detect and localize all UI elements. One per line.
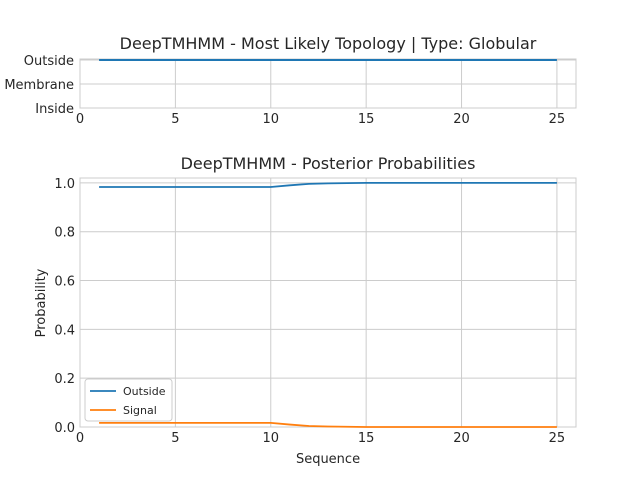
posterior-y-tick-label: 1.0 — [54, 177, 75, 192]
x-axis-label: Sequence — [296, 452, 360, 467]
topology-y-tick-label: Inside — [35, 102, 74, 117]
posterior-series-line-outside — [99, 181, 557, 188]
legend-label-outside: Outside — [123, 385, 166, 398]
posterior-y-tick-label: 0.4 — [54, 323, 75, 338]
topology-x-tick-label: 25 — [549, 112, 566, 127]
posterior-chart-title: DeepTMHMM - Posterior Probabilities — [181, 154, 476, 173]
topology-chart-title: DeepTMHMM - Most Likely Topology | Type:… — [120, 34, 537, 53]
legend-label-signal: Signal — [123, 404, 157, 417]
posterior-x-tick-label: 10 — [262, 431, 279, 446]
topology-x-tick-label: 0 — [76, 112, 84, 127]
topology-x-tick-label: 20 — [453, 112, 470, 127]
posterior-x-tick-label: 5 — [171, 431, 179, 446]
topology-chart: DeepTMHMM - Most Likely Topology | Type:… — [4, 34, 577, 127]
posterior-chart: DeepTMHMM - Posterior Probabilities 0 5 10… — [34, 154, 577, 467]
posterior-y-tick-label: 0.8 — [54, 226, 75, 241]
posterior-x-tick-label: 25 — [549, 431, 566, 446]
topology-x-tick-label: 5 — [171, 112, 179, 127]
topology-y-tick-label: Outside — [24, 54, 74, 69]
posterior-y-tick-label: 0.2 — [54, 372, 75, 387]
legend: Outside Signal — [84, 378, 173, 422]
topology-x-tick-label: 15 — [358, 112, 375, 127]
posterior-series-line-signal — [99, 421, 557, 428]
topology-x-tick-label: 10 — [262, 112, 279, 127]
posterior-y-tick-label: 0.0 — [54, 421, 75, 436]
posterior-x-tick-label: 15 — [358, 431, 375, 446]
y-axis-label: Probability — [34, 268, 49, 337]
posterior-x-tick-label: 0 — [76, 431, 84, 446]
posterior-x-tick-label: 20 — [453, 431, 470, 446]
topology-y-tick-label: Membrane — [4, 78, 74, 93]
posterior-y-tick-label: 0.6 — [54, 275, 75, 290]
